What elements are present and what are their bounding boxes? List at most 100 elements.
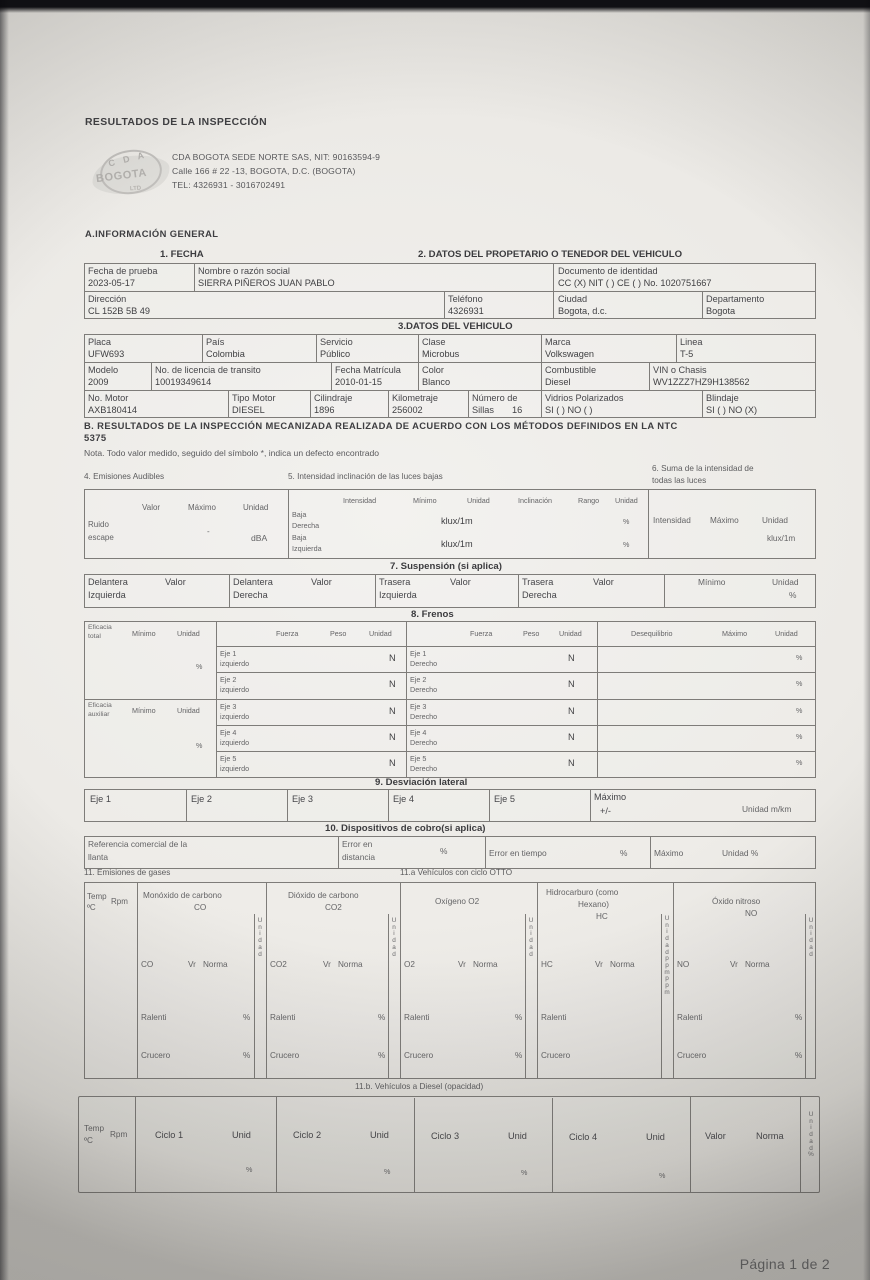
ciclo-1-pct: % — [246, 1165, 253, 1174]
otto-rpm: Rpm — [111, 897, 128, 906]
page-footer: Página 1 de 2 — [739, 1256, 830, 1272]
desv-eje-1: Eje 1 — [90, 794, 111, 804]
eje2-izq-unit: N — [389, 679, 396, 689]
diesel-temp-l2: ºC — [84, 1136, 93, 1145]
luces-unidad2-header: Unidad — [615, 496, 638, 505]
o2-ralenti-unit: % — [515, 1013, 523, 1022]
color-label: Color — [422, 365, 444, 375]
ruido-unidad-value: dBA — [251, 533, 268, 543]
eje4-der-l1: Eje 4 — [410, 728, 427, 737]
error-distancia-l2: distancia — [342, 852, 376, 862]
servicio-value: Público — [320, 349, 351, 359]
susp-del-izq-l1: Delantera — [88, 577, 128, 587]
eje5-der-unit: N — [568, 758, 575, 768]
vidrios-polarizados-label: Vidrios Polarizados — [545, 393, 624, 403]
eje5-izq-unit: N — [389, 758, 396, 768]
co2-title-l1: Dióxido de carbono — [288, 891, 359, 900]
section-11a-title: 11.a Vehículos con ciclo OTTO — [400, 868, 513, 877]
luces-rango-header: Rango — [578, 496, 600, 505]
ciclo-3-pct: % — [521, 1168, 528, 1177]
eje1-der-l1: Eje 1 — [410, 649, 427, 658]
fecha-matricula-value: 2010-01-15 — [335, 377, 382, 387]
cobro-maximo: Máximo — [654, 848, 684, 858]
eje1-der-l2: Derecho — [410, 659, 438, 668]
section-a-heading: A.INFORMACIÓN GENERAL — [85, 228, 219, 239]
co2-key: CO2 — [270, 960, 287, 969]
eje3-der-l1: Eje 3 — [410, 702, 427, 711]
o2-title-l1: Oxígeno O2 — [435, 897, 480, 906]
numero-sillas-value: 16 — [512, 405, 523, 415]
desv-eje-2: Eje 2 — [191, 794, 212, 804]
frenos-right-peso-header: Peso — [523, 629, 540, 638]
combustible-label: Combustible — [545, 365, 597, 375]
ciclo-2-unid: Unid — [370, 1130, 389, 1140]
eje4-izq-l1: Eje 4 — [220, 728, 237, 737]
ciclo-2-pct: % — [384, 1167, 391, 1176]
suma-unidad-header: Unidad — [762, 516, 788, 525]
susp-del-der-l2: Derecha — [233, 590, 268, 600]
o2-crucero-unit: % — [515, 1051, 523, 1060]
section-b-heading-line1: B. RESULTADOS DE LA INSPECCIÓN MECANIZAD… — [84, 420, 678, 431]
section-5-title: 5. Intensidad inclinación de las luces b… — [288, 472, 443, 481]
ruido-valor-header: Valor — [142, 503, 161, 512]
no-ralenti-unit: % — [795, 1013, 803, 1022]
ruido-unidad-header: Unidad — [243, 503, 269, 512]
ciclo-4-name: Ciclo 4 — [569, 1132, 598, 1142]
marca-label: Marca — [545, 337, 571, 347]
co-crucero-unit: % — [243, 1051, 251, 1060]
frenos-unidad-header-2: Unidad — [177, 706, 200, 715]
ruido-maximo-value: - — [207, 527, 210, 536]
baja-izquierda-l2: Izquierda — [292, 544, 322, 553]
suma-unidad-value: klux/1m — [767, 534, 796, 543]
frenos-left-fuerza-header: Fuerza — [276, 629, 299, 638]
ciclo-4-pct: % — [659, 1171, 666, 1180]
numero-sillas-label: Número de — [472, 393, 518, 403]
departamento-label: Departamento — [706, 294, 765, 304]
ruido-maximo-header: Máximo — [188, 503, 217, 512]
departamento-value: Bogota — [706, 306, 736, 316]
error-distancia-l1: Error en — [342, 839, 373, 849]
tipo-motor-label: Tipo Motor — [232, 393, 276, 403]
error-distancia-unit: % — [440, 846, 448, 856]
pais-label: País — [206, 337, 225, 347]
no-title-l2: NO — [745, 909, 758, 918]
susp-unidad-value: % — [789, 590, 797, 600]
co2-ralenti-unit: % — [378, 1013, 386, 1022]
hc-title-l1: Hidrocarburo (como — [546, 888, 619, 897]
co2-ralenti: Ralenti — [270, 1013, 296, 1022]
eje5-izq-l1: Eje 5 — [220, 754, 237, 763]
baja-derecha-unidad: klux/1m — [441, 516, 473, 526]
no-motor-value: AXB180414 — [88, 405, 138, 415]
cilindraje-label: Cilindraje — [314, 393, 353, 403]
otto-temp-l2: ºC — [87, 903, 96, 912]
kilometraje-label: Kilometraje — [392, 393, 438, 403]
luces-inclinacion-header: Inclinación — [518, 496, 552, 505]
licencia-label: No. de licencia de transito — [155, 365, 261, 375]
fecha-prueba-label: Fecha de prueba — [88, 266, 158, 276]
no-motor-label: No. Motor — [88, 393, 129, 403]
section-9-title: 9. Desviación lateral — [375, 777, 468, 788]
co-key: CO — [141, 960, 154, 969]
section-10-title: 10. Dispositivos de cobro(si aplica) — [325, 823, 486, 834]
ciclo-1-name: Ciclo 1 — [155, 1130, 184, 1140]
diesel-norma: Norma — [756, 1131, 784, 1141]
servicio-label: Servicio — [320, 337, 353, 347]
co2-vr: Vr — [323, 960, 331, 969]
hc-vr: Vr — [595, 960, 603, 969]
eje3-izq-unit: N — [389, 706, 396, 716]
section-6-title-line2: todas las luces — [652, 476, 707, 485]
charging-devices-table — [84, 836, 816, 869]
direccion-value: CL 152B 5B 49 — [88, 306, 150, 316]
frenos-unidad-right-header: Unidad — [775, 629, 798, 638]
diesel-valor: Valor — [705, 1131, 726, 1141]
vin-label: VIN o Chasis — [653, 365, 707, 375]
frenos-unidad-header-1: Unidad — [177, 629, 200, 638]
frenos-right-fuerza-header: Fuerza — [470, 629, 493, 638]
cda-bogota-stamp: C D A BOGOTA LTD — [86, 145, 178, 199]
